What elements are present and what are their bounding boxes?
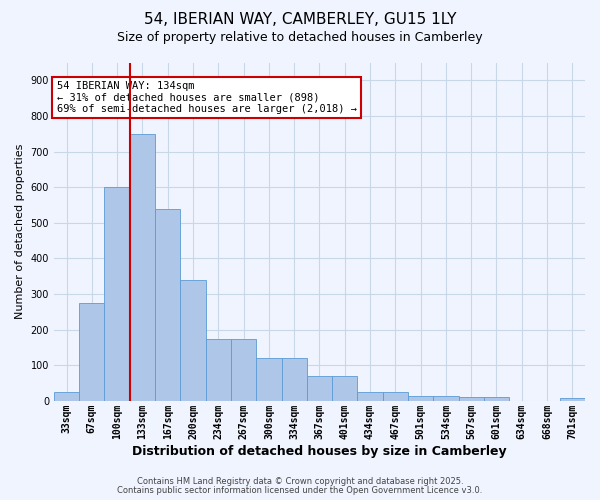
Bar [206,338,231,401]
Bar [79,303,104,401]
Bar [484,398,509,401]
Bar [560,398,585,401]
Bar [433,396,458,401]
Bar [307,376,332,401]
Bar [104,187,130,401]
Bar [458,398,484,401]
Bar [383,392,408,401]
Bar [130,134,155,401]
Text: 54 IBERIAN WAY: 134sqm
← 31% of detached houses are smaller (898)
69% of semi-de: 54 IBERIAN WAY: 134sqm ← 31% of detached… [56,81,356,114]
Text: Contains public sector information licensed under the Open Government Licence v3: Contains public sector information licen… [118,486,482,495]
Bar [332,376,358,401]
Bar [155,208,181,401]
Text: Contains HM Land Registry data © Crown copyright and database right 2025.: Contains HM Land Registry data © Crown c… [137,477,463,486]
Text: 54, IBERIAN WAY, CAMBERLEY, GU15 1LY: 54, IBERIAN WAY, CAMBERLEY, GU15 1LY [144,12,456,28]
Bar [231,338,256,401]
Bar [281,358,307,401]
Bar [408,396,433,401]
Bar [54,392,79,401]
Y-axis label: Number of detached properties: Number of detached properties [15,144,25,320]
Bar [358,392,383,401]
Bar [181,280,206,401]
Text: Size of property relative to detached houses in Camberley: Size of property relative to detached ho… [117,31,483,44]
Bar [256,358,281,401]
X-axis label: Distribution of detached houses by size in Camberley: Distribution of detached houses by size … [132,444,507,458]
